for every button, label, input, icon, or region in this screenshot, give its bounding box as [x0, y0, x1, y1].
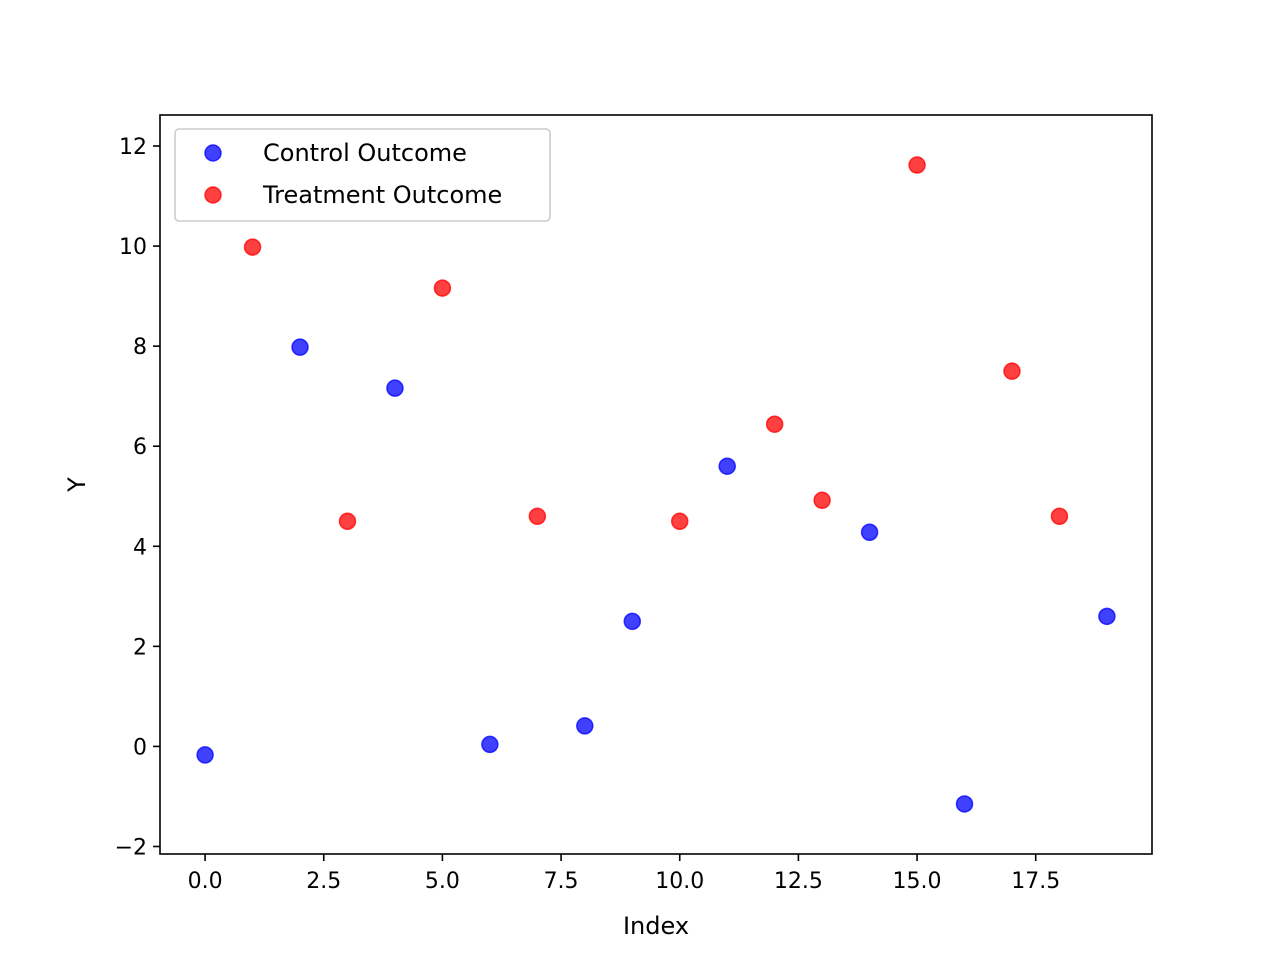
- y-tick-label: 10: [119, 235, 147, 260]
- data-point: [955, 795, 974, 813]
- data-point: [1098, 607, 1116, 626]
- data-point: [623, 612, 642, 631]
- y-tick-label: 6: [133, 435, 147, 460]
- data-point: [386, 379, 404, 397]
- data-point: [338, 512, 357, 531]
- legend-item: Control Outcome: [204, 139, 467, 167]
- data-point: [860, 523, 879, 542]
- x-tick-label: 15.0: [893, 869, 942, 894]
- x-tick-label: 17.5: [1011, 869, 1060, 894]
- y-tick-label: 8: [133, 335, 147, 360]
- y-tick-label: 4: [133, 535, 147, 560]
- legend-marker: [204, 144, 222, 162]
- x-tick-label: 7.5: [544, 869, 579, 894]
- x-tick-label: 5.0: [425, 869, 460, 894]
- data-point: [718, 457, 736, 475]
- x-tick-label: 0.0: [188, 869, 223, 894]
- legend-item: Treatment Outcome: [204, 181, 502, 209]
- legend-label: Control Outcome: [263, 139, 467, 167]
- x-tick-label: 2.5: [306, 869, 341, 894]
- axes-frame: [159, 114, 1153, 855]
- data-point: [196, 746, 214, 764]
- series-0: [196, 338, 1116, 813]
- data-point: [1003, 362, 1021, 380]
- y-tick-label: 2: [133, 635, 147, 660]
- legend: Control Outcome Treatment Outcome: [174, 128, 551, 222]
- legend-label: Treatment Outcome: [262, 181, 502, 209]
- data-point: [481, 735, 499, 754]
- y-tick-label: 12: [119, 135, 147, 160]
- x-axis-label: Index: [623, 912, 689, 940]
- y-tick-label: −2: [115, 835, 147, 860]
- x-tick-label: 12.5: [774, 869, 823, 894]
- data-point: [576, 717, 594, 735]
- legend-marker: [204, 186, 222, 204]
- data-point: [1050, 507, 1069, 526]
- data-point: [765, 415, 784, 433]
- data-point: [528, 507, 547, 526]
- data-point: [243, 238, 262, 256]
- plot-area: [196, 156, 1116, 813]
- data-point: [291, 338, 309, 356]
- data-point: [908, 156, 926, 174]
- x-tick-label: 10.0: [655, 869, 704, 894]
- y-axis-label: Y: [63, 477, 91, 493]
- data-point: [433, 279, 452, 297]
- y-tick-label: 0: [133, 735, 147, 760]
- x-axis: 0.0 2.5 5.0 7.5 10.0 12.5 15.0 17.5: [188, 854, 1060, 894]
- y-axis: −2 0 2 4 6 8 10 12: [115, 135, 160, 860]
- legend-box: [174, 128, 551, 222]
- data-point: [670, 512, 689, 531]
- data-point: [813, 491, 831, 510]
- series-1: [243, 156, 1069, 531]
